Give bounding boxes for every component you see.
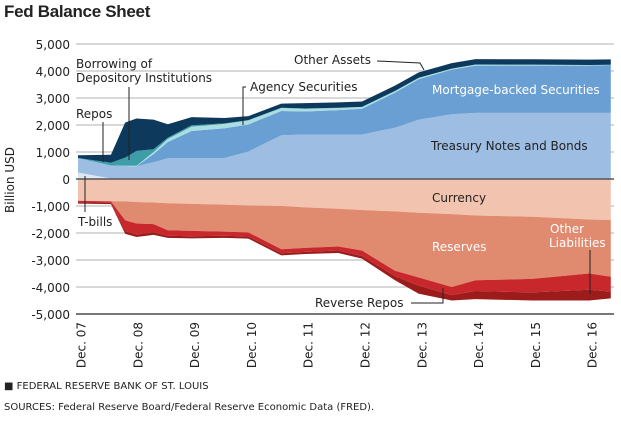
y-tick-label: -5,000	[31, 308, 70, 322]
area-other-assets	[78, 59, 611, 163]
y-tick-label: 1,000	[36, 146, 70, 160]
label-borrowing: Borrowing of	[76, 57, 153, 71]
y-tick-label: 4,000	[36, 65, 70, 79]
y-tick-label: -4,000	[31, 281, 70, 295]
y-tick-label: -3,000	[31, 254, 70, 268]
area-mortgage-backed-securities	[78, 65, 611, 167]
x-tick-label: Dec. 09	[188, 322, 202, 368]
y-tick-label: 0	[62, 173, 70, 187]
y-tick-label: 2,000	[36, 119, 70, 133]
area-repos	[78, 64, 611, 166]
label-currency: Currency	[432, 191, 486, 205]
area-treasury-notes-and-bonds	[78, 112, 611, 179]
area-currency	[78, 179, 611, 221]
label-notes: Treasury Notes and Bonds	[430, 139, 588, 153]
y-tick-label: 3,000	[36, 92, 70, 106]
y-tick-label: -2,000	[31, 227, 70, 241]
label-tbills: T-bills	[77, 215, 112, 229]
leader-reverse-repos	[411, 288, 444, 304]
x-tick-label: Dec. 10	[245, 322, 259, 368]
label-reserves: Reserves	[432, 240, 487, 254]
area-other-liabilities	[78, 200, 611, 296]
x-tick-label: Dec. 14	[472, 322, 486, 368]
footer-org: ■ FEDERAL RESERVE BANK OF ST. LOUIS	[4, 381, 209, 392]
label-mbs: Mortgage-backed Securities	[432, 83, 600, 97]
x-tick-label: Dec. 08	[131, 322, 145, 368]
label-agency: Agency Securities	[250, 80, 357, 94]
chart-title: Fed Balance Sheet	[4, 2, 151, 21]
label-reverse-repos: Reverse Repos	[315, 296, 403, 310]
x-tick-label: Dec. 12	[359, 322, 373, 368]
x-tick-label: Dec. 15	[529, 322, 543, 368]
y-tick-label: 5,000	[36, 38, 70, 52]
label-repos: Repos	[76, 107, 112, 121]
area-reserves	[78, 200, 611, 287]
leader-agency	[242, 86, 246, 125]
x-tick-label: Dec. 07	[75, 322, 89, 368]
y-axis-label: Billion USD	[3, 147, 17, 213]
label-other-liabilities: Other	[550, 222, 584, 236]
x-tick-label: Dec. 16	[586, 322, 600, 368]
label-other-liabilities-2: Liabilities	[549, 236, 606, 250]
x-tick-label: Dec. 11	[302, 322, 316, 368]
leader-other-assets	[376, 60, 425, 71]
x-tick-label: Dec. 13	[415, 322, 429, 368]
label-other-assets: Other Assets	[294, 53, 371, 67]
label-borrowing-2: Depository Institutions	[76, 71, 212, 85]
y-tick-label: -1,000	[31, 200, 70, 214]
footer-sources: SOURCES: Federal Reserve Board/Federal R…	[4, 402, 375, 413]
